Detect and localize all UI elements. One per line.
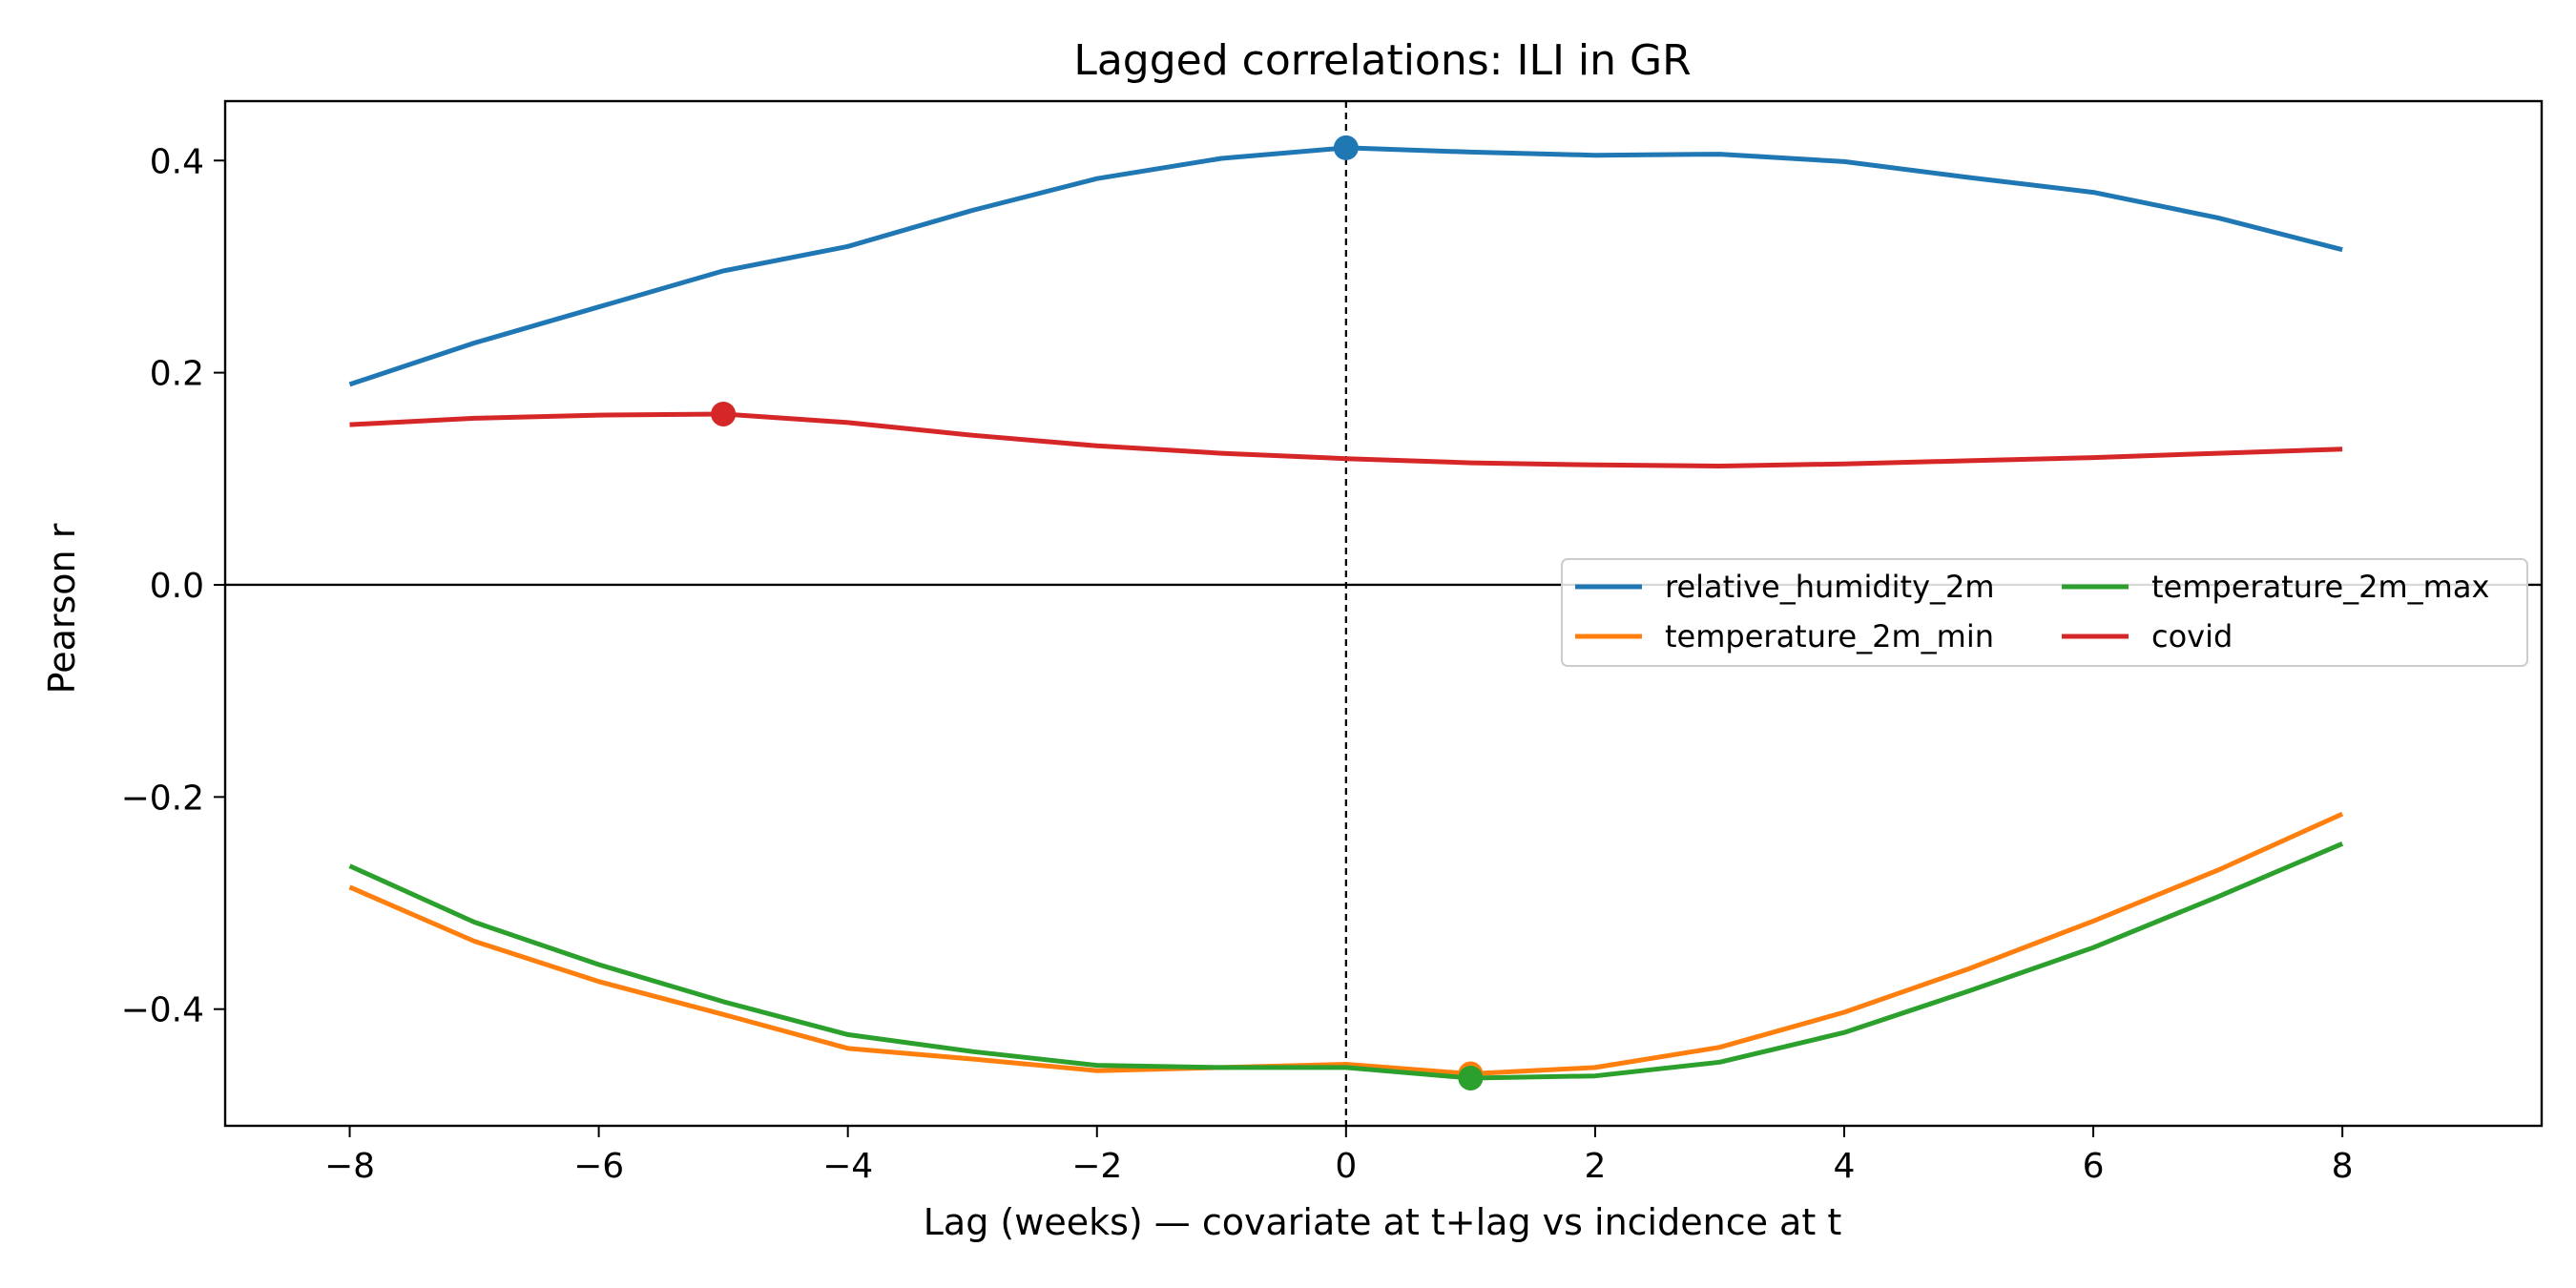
x-tick-label: 4 xyxy=(1834,1147,1856,1186)
peak-marker-covid xyxy=(711,401,737,426)
legend-label-temperature-2m-min: temperature_2m_min xyxy=(1665,618,1994,654)
legend-label-temperature-2m-max: temperature_2m_max xyxy=(2151,569,2489,605)
x-axis-label: Lag (weeks) — covariate at t+lag vs inci… xyxy=(924,1201,1841,1243)
x-tick-label: −2 xyxy=(1071,1147,1122,1186)
peak-marker-temperature-2m-max xyxy=(1458,1065,1484,1091)
x-tick-label: 0 xyxy=(1335,1147,1357,1186)
legend: relative_humidity_2m temperature_2m_min te… xyxy=(1561,558,2528,667)
x-tick-label: −8 xyxy=(324,1147,375,1186)
series-line-temperature-2m-min xyxy=(348,811,2344,1076)
plot-frame xyxy=(223,99,2544,1128)
x-tick-label: −4 xyxy=(822,1147,873,1186)
y-tick-label: 0.4 xyxy=(150,142,204,181)
legend-label-relative-humidity-2m: relative_humidity_2m xyxy=(1665,569,1995,605)
y-tick-label: −0.2 xyxy=(121,779,204,818)
x-tick-label: 2 xyxy=(1584,1147,1606,1186)
peak-marker-relative-humidity-2m xyxy=(1333,135,1359,160)
x-tick-label: 6 xyxy=(2083,1147,2105,1186)
legend-label-covid: covid xyxy=(2151,618,2233,654)
plot-area: −8 −6 −4 −2 0 2 4 6 8 0.4 0.2 0.0 −0.2 −0.4 xyxy=(121,99,2544,1186)
series-line-covid xyxy=(349,411,2343,468)
y-tick-label: −0.4 xyxy=(121,991,204,1030)
legend-box xyxy=(1561,558,2528,667)
y-axis-label: Pearson r xyxy=(41,523,83,694)
chart-title: Lagged correlations: ILI in GR xyxy=(1073,36,1691,85)
y-tick-label: 0.0 xyxy=(150,567,204,606)
x-tick-label: 8 xyxy=(2332,1147,2354,1186)
series-line-temperature-2m-max xyxy=(348,841,2344,1081)
y-tick-label: 0.2 xyxy=(150,355,204,394)
x-tick-label: −6 xyxy=(573,1147,624,1186)
